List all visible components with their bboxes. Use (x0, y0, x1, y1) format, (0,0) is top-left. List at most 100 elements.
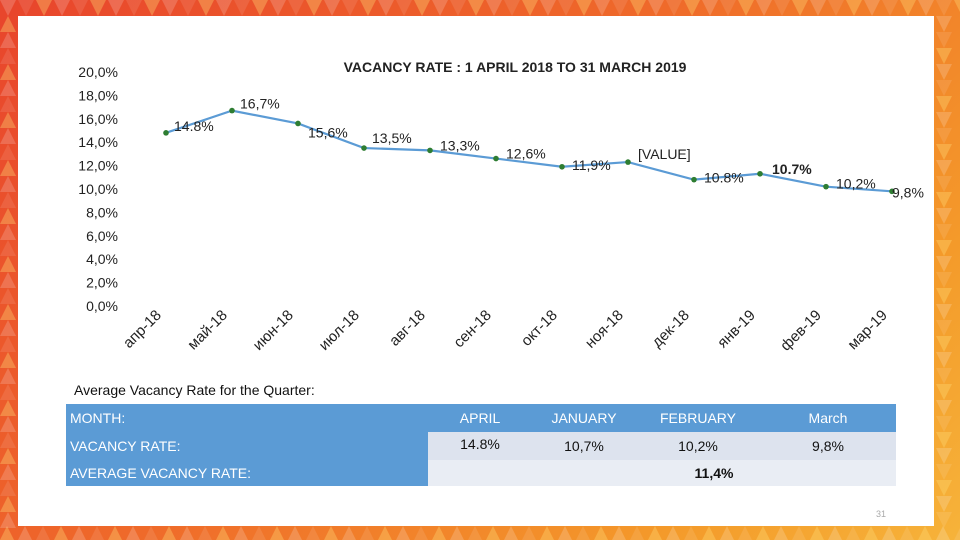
data-point (229, 107, 235, 114)
rate-cell-3: 10,2% (636, 432, 760, 460)
decor-triangle (216, 526, 230, 540)
decor-triangle (0, 128, 16, 144)
month-row-label: MONTH: (66, 404, 428, 432)
decor-triangle (0, 192, 16, 208)
decor-triangle (0, 144, 16, 160)
decor-triangle (954, 526, 960, 540)
decor-triangle (72, 526, 86, 540)
decor-triangle (432, 526, 446, 540)
decor-triangle (936, 336, 952, 352)
decor-triangle (504, 526, 518, 540)
decor-triangle (0, 432, 16, 448)
decor-triangle (936, 448, 952, 464)
decor-triangle (882, 0, 898, 16)
decor-triangle (126, 526, 140, 540)
x-tick-label: дек-18 (649, 307, 693, 351)
decor-triangle (432, 0, 448, 16)
decor-triangle (0, 0, 16, 16)
data-label: 10.8% (704, 170, 744, 186)
x-tick-label: мар-19 (844, 307, 890, 353)
decor-triangle (702, 526, 716, 540)
slide: VACANCY RATE : 1 APRIL 2018 TO 31 MARCH … (18, 16, 934, 526)
avg-value: 11,4% (532, 460, 896, 486)
y-tick-label: 4,0% (86, 251, 118, 267)
decor-triangle (288, 0, 304, 16)
decor-triangle (936, 48, 952, 64)
decor-triangle (684, 0, 700, 16)
decor-triangle (684, 526, 698, 540)
decor-triangle (0, 496, 16, 512)
decor-triangle (702, 0, 718, 16)
decor-triangle (144, 0, 160, 16)
decor-triangle (936, 160, 952, 176)
month-cell-1: APRIL (428, 404, 532, 432)
decor-triangle (306, 526, 320, 540)
y-tick-label: 8,0% (86, 204, 118, 220)
decor-triangle (342, 0, 358, 16)
decor-triangle (90, 0, 106, 16)
decor-triangle (0, 464, 16, 480)
decor-triangle (0, 256, 16, 272)
decor-triangle (936, 0, 952, 16)
decor-triangle (936, 16, 952, 32)
x-tick-label: авг-18 (386, 307, 429, 350)
decor-triangle (252, 526, 266, 540)
decor-triangle (360, 526, 374, 540)
decor-triangle (0, 64, 16, 80)
decor-triangle (612, 526, 626, 540)
decor-triangle (54, 0, 70, 16)
x-tick-label: янв-19 (714, 307, 759, 352)
decor-triangle (126, 0, 142, 16)
decor-triangle (0, 368, 16, 384)
decor-triangle (324, 0, 340, 16)
decor-triangle (0, 208, 16, 224)
decor-triangle (0, 96, 16, 112)
data-point (889, 188, 895, 195)
decor-triangle (54, 526, 68, 540)
decor-triangle (0, 112, 16, 128)
rate-row-label: VACANCY RATE: (66, 432, 428, 460)
month-cell-3: FEBRUARY (636, 404, 760, 432)
decor-triangle (144, 526, 158, 540)
data-label: 13,3% (440, 137, 480, 153)
decor-triangle (450, 0, 466, 16)
decor-triangle (288, 526, 302, 540)
decor-triangle (198, 526, 212, 540)
decor-triangle (936, 192, 952, 208)
decor-triangle (900, 526, 914, 540)
decor-triangle (522, 0, 538, 16)
decor-triangle (936, 432, 952, 448)
decor-triangle (0, 32, 16, 48)
decor-triangle (324, 526, 338, 540)
decor-triangle (936, 208, 952, 224)
decor-triangle (0, 48, 16, 64)
decor-triangle (936, 526, 950, 540)
decor-triangle (0, 16, 16, 32)
decor-triangle (108, 0, 124, 16)
decor-triangle (936, 496, 952, 512)
decor-triangle (900, 0, 916, 16)
decor-triangle (936, 256, 952, 272)
decor-triangle (936, 288, 952, 304)
rate-cell-4: 9,8% (760, 432, 896, 460)
decor-triangle (252, 0, 268, 16)
data-point (427, 147, 433, 154)
y-tick-label: 18,0% (78, 87, 118, 103)
decor-triangle (522, 526, 536, 540)
decor-triangle (738, 0, 754, 16)
rate-cell-1: 14.8% (428, 432, 532, 460)
decor-triangle (162, 0, 178, 16)
y-tick-label: 14,0% (78, 134, 118, 150)
decor-triangle (0, 304, 16, 320)
decor-triangle (0, 526, 14, 540)
decor-triangle (792, 526, 806, 540)
decor-triangle (18, 526, 32, 540)
decor-triangle (594, 0, 610, 16)
decor-triangle (306, 0, 322, 16)
decor-triangle (180, 0, 196, 16)
decor-triangle (378, 0, 394, 16)
decor-triangle (576, 526, 590, 540)
y-tick-label: 16,0% (78, 111, 118, 127)
decor-triangle (666, 526, 680, 540)
decor-triangle (108, 526, 122, 540)
